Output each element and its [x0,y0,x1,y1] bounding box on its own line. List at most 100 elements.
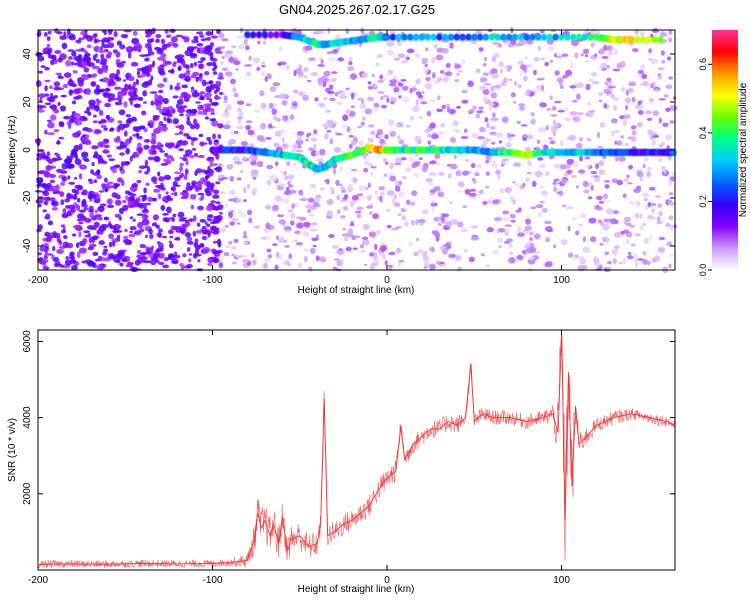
heatmap-noise-cell [657,157,663,163]
heatmap-noise-cell [93,45,101,52]
heatmap-noise-cell [155,249,163,252]
heatmap-noise-cell [355,235,361,239]
heatmap-noise-cell [490,85,495,92]
heatmap-noise-cell [158,261,165,266]
heatmap-noise-cell [638,110,644,115]
heatmap-noise-cell [450,218,454,222]
heatmap-noise-cell [198,63,204,69]
heatmap-noise-cell [530,206,537,210]
heatmap-noise-cell [191,46,199,49]
heatmap-x-tick-label: -200 [28,275,48,286]
heatmap-noise-cell [401,215,407,221]
heatmap-noise-cell [351,235,357,241]
heatmap-noise-cell [63,235,68,240]
heatmap-noise-cell [92,224,98,230]
heatmap-noise-cell [537,157,544,161]
heatmap-noise-cell [163,43,171,48]
heatmap-noise-cell [524,91,531,97]
heatmap-noise-cell [195,76,201,80]
heatmap-noise-cell [247,184,251,189]
heatmap-noise-cell [199,95,205,101]
heatmap-noise-cell [154,185,162,188]
heatmap-noise-cell [549,95,553,101]
heatmap-noise-cell [328,57,337,62]
heatmap-noise-cell [462,205,467,209]
heatmap-noise-cell [226,163,234,170]
heatmap-noise-cell [119,262,124,267]
heatmap-noise-cell [230,210,234,213]
heatmap-noise-cell [575,230,580,236]
heatmap-noise-cell [642,250,647,256]
heatmap-noise-cell [130,99,133,106]
heatmap-noise-cell [297,71,304,78]
heatmap-x-axis-label: Height of straight line (km) [298,285,415,296]
heatmap-noise-cell [655,253,659,256]
heatmap-noise-cell [627,255,634,260]
heatmap-noise-cell [646,171,651,178]
heatmap-noise-cell [97,67,104,75]
heatmap-noise-cell [385,208,392,213]
heatmap-noise-cell [86,56,90,64]
heatmap-noise-cell [390,31,396,34]
heatmap-noise-cell [469,195,477,200]
heatmap-noise-cell [576,82,584,89]
heatmap-signal-cell [564,33,571,41]
heatmap-noise-cell [572,99,578,103]
heatmap-noise-cell [44,79,51,83]
heatmap-noise-cell [228,190,237,196]
heatmap-signal-cell [447,33,455,41]
heatmap-noise-cell [232,86,237,93]
heatmap-noise-cell [211,101,219,106]
heatmap-noise-cell [348,183,354,187]
heatmap-noise-cell [65,60,72,67]
heatmap-noise-cell [339,166,343,173]
heatmap-noise-cell [162,158,171,162]
heatmap-noise-cell [280,235,284,241]
heatmap-noise-cell [587,102,591,106]
heatmap-noise-cell [47,220,54,226]
heatmap-noise-cell [87,260,95,267]
heatmap-noise-cell [144,57,150,62]
heatmap-noise-cell [92,236,98,241]
heatmap-noise-cell [440,123,446,128]
heatmap-noise-cell [345,87,350,91]
heatmap-noise-cell [206,136,212,141]
heatmap-noise-cell [184,232,191,238]
heatmap-noise-cell [207,156,215,160]
heatmap-noise-cell [579,213,587,219]
heatmap-noise-cell [230,217,239,223]
heatmap-noise-cell [398,139,405,145]
heatmap-noise-cell [329,138,334,145]
heatmap-noise-cell [184,219,189,223]
heatmap-noise-cell [162,213,169,216]
heatmap-signal-cell [587,33,594,41]
heatmap-noise-cell [530,118,536,125]
heatmap-signal-cell [407,33,414,41]
heatmap-noise-cell [463,128,468,133]
heatmap-noise-cell [517,207,522,212]
heatmap-noise-cell [621,87,626,92]
heatmap-noise-cell [78,247,87,254]
heatmap-noise-cell [236,125,245,130]
heatmap-noise-cell [356,206,364,211]
heatmap-noise-cell [285,186,290,192]
heatmap-noise-cell [172,118,179,125]
heatmap-noise-cell [265,136,272,140]
heatmap-noise-cell [97,230,103,235]
heatmap-noise-cell [268,123,273,129]
heatmap-noise-cell [441,47,449,54]
heatmap-noise-cell [74,119,83,126]
heatmap-noise-cell [204,105,211,111]
heatmap-noise-cell [47,121,55,129]
heatmap-noise-cell [631,96,636,103]
heatmap-noise-cell [145,66,152,73]
heatmap-noise-cell [90,74,94,78]
heatmap-noise-cell [601,56,609,59]
heatmap-signal-cell [453,33,460,41]
heatmap-noise-cell [385,161,389,165]
heatmap-noise-cell [304,204,313,209]
snr-y-tick-label: 4000 [22,406,33,429]
heatmap-noise-cell [224,225,229,228]
heatmap-noise-cell [188,253,193,256]
heatmap-noise-cell [283,226,292,231]
